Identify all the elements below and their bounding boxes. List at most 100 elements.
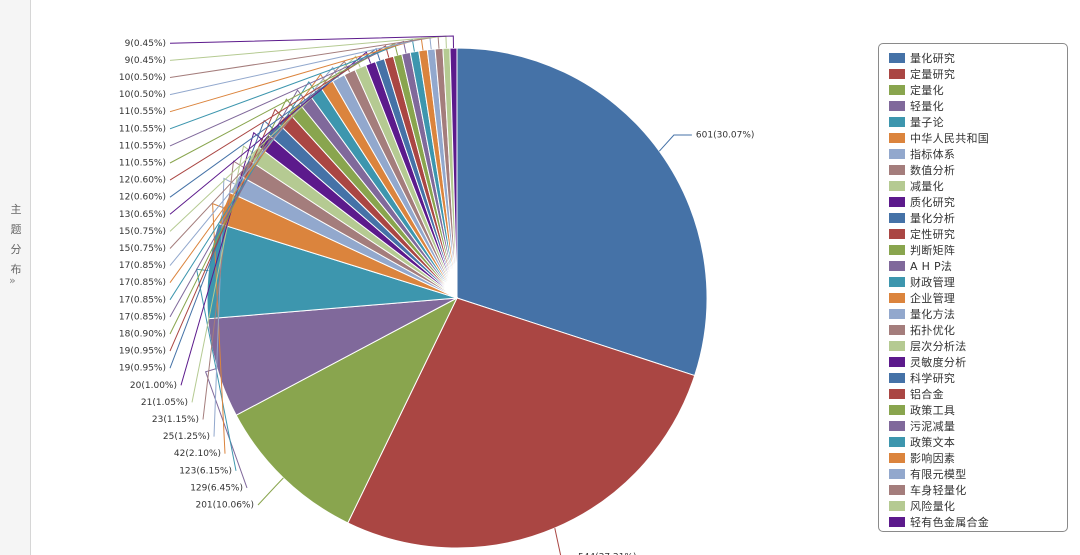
legend-item[interactable]: 污泥减量 — [889, 418, 1067, 434]
slice-connector — [169, 119, 274, 369]
slice-label: 11(0.55%) — [119, 159, 166, 169]
legend-item[interactable]: 轻有色金属合金 — [889, 514, 1067, 530]
slice-label: 17(0.85%) — [119, 312, 166, 322]
legend-label: 层次分析法 — [910, 340, 967, 353]
legend-swatch — [889, 517, 905, 527]
legend-item[interactable]: 层次分析法 — [889, 338, 1067, 354]
legend-swatch — [889, 133, 905, 143]
legend-item[interactable]: 车身轻量化 — [889, 482, 1067, 498]
legend-item[interactable]: 拓扑优化 — [889, 322, 1067, 338]
legend-item[interactable]: 风险量化 — [889, 498, 1067, 514]
legend-item[interactable]: 定性研究 — [889, 226, 1067, 242]
legend-label: 拓扑优化 — [910, 324, 956, 337]
slice-label: 123(6.15%) — [179, 466, 232, 476]
legend-item[interactable]: 质化研究 — [889, 194, 1067, 210]
legend-item[interactable]: 政策文本 — [889, 434, 1067, 450]
legend-label: 有限元模型 — [910, 468, 967, 481]
legend-swatch — [889, 165, 905, 175]
slice-label: 17(0.85%) — [119, 278, 166, 288]
legend-label: 污泥减量 — [910, 420, 956, 433]
legend-item[interactable]: 减量化 — [889, 178, 1067, 194]
legend-label: 定量研究 — [910, 68, 956, 81]
legend-swatch — [889, 213, 905, 223]
legend-item[interactable]: 灵敏度分析 — [889, 354, 1067, 370]
legend-item[interactable]: 数值分析 — [889, 162, 1067, 178]
legend-label: 轻量化 — [910, 100, 944, 113]
legend-label: 量化研究 — [910, 52, 956, 65]
side-title-char: 分 — [10, 243, 22, 256]
legend-label: 轻有色金属合金 — [910, 516, 990, 529]
legend-label: 科学研究 — [910, 372, 956, 385]
slice-connector — [204, 367, 248, 489]
legend-item[interactable]: 影响因素 — [889, 450, 1067, 466]
legend-item[interactable]: 量子论 — [889, 114, 1067, 130]
legend-swatch — [889, 405, 905, 415]
legend-swatch — [889, 245, 905, 255]
side-title-char: 题 — [10, 223, 22, 236]
legend-item[interactable]: 量化分析 — [889, 210, 1067, 226]
legend-item[interactable]: 企业管理 — [889, 290, 1067, 306]
legend-swatch — [889, 53, 905, 63]
slice-connector — [169, 80, 317, 301]
legend-item[interactable]: 科学研究 — [889, 370, 1067, 386]
side-panel: 主 题 分 布 » — [0, 0, 31, 555]
legend-item[interactable]: 定量化 — [889, 82, 1067, 98]
expand-icon[interactable]: » — [9, 274, 16, 287]
legend-item[interactable]: 判断矩阵 — [889, 242, 1067, 258]
slice-label: 10(0.50%) — [119, 73, 166, 83]
legend-label: 量化分析 — [910, 212, 956, 225]
legend-swatch — [889, 229, 905, 239]
legend-swatch — [889, 69, 905, 79]
slice-connector — [169, 108, 284, 352]
side-title-char: 布 — [10, 263, 22, 276]
slice-label: 21(1.05%) — [141, 398, 188, 408]
legend-label: A H P法 — [910, 260, 953, 273]
pie-slice[interactable] — [449, 47, 458, 299]
slice-label: 23(1.15%) — [152, 415, 199, 425]
legend-swatch — [889, 341, 905, 351]
legend-label: 质化研究 — [910, 196, 956, 209]
slice-label: 11(0.55%) — [119, 124, 166, 134]
slice-label: 129(6.45%) — [190, 483, 243, 493]
slice-label: 9(0.45%) — [125, 39, 166, 49]
legend-swatch — [889, 101, 905, 111]
slice-label: 13(0.65%) — [119, 210, 166, 220]
legend-item[interactable]: 轻量化 — [889, 98, 1067, 114]
side-panel-title: 主 题 分 布 — [10, 200, 22, 280]
slice-connector — [554, 527, 562, 555]
legend-label: 数值分析 — [910, 164, 956, 177]
legend-label: 量化方法 — [910, 308, 956, 321]
legend-item[interactable]: 量化研究 — [889, 50, 1067, 66]
legend-item[interactable]: 铝合金 — [889, 386, 1067, 402]
slice-connector — [169, 98, 295, 335]
legend-label: 财政管理 — [910, 276, 956, 289]
pie-slice[interactable] — [235, 296, 459, 524]
legend-swatch — [889, 309, 905, 319]
slice-label: 20(1.00%) — [130, 381, 177, 391]
slice-label: 17(0.85%) — [119, 261, 166, 271]
legend-swatch — [889, 437, 905, 447]
chart-legend: 量化研究定量研究定量化轻量化 量子论中华人民共和国 指标体系数值分析 减量化质化研究量… — [878, 43, 1068, 532]
legend-item[interactable]: 中华人民共和国 — [889, 130, 1067, 146]
slice-connector — [169, 51, 372, 215]
legend-label: 指标体系 — [910, 148, 956, 161]
legend-label: 定量化 — [910, 84, 944, 97]
legend-swatch — [889, 421, 905, 431]
legend-swatch — [889, 293, 905, 303]
legend-item[interactable]: 政策工具 — [889, 402, 1067, 418]
legend-swatch — [889, 325, 905, 335]
slice-connector — [169, 89, 306, 318]
legend-item[interactable]: 财政管理 — [889, 274, 1067, 290]
legend-label: 车身轻量化 — [910, 484, 967, 497]
legend-item[interactable]: 定量研究 — [889, 66, 1067, 82]
legend-item[interactable]: 量化方法 — [889, 306, 1067, 322]
legend-swatch — [889, 373, 905, 383]
legend-swatch — [889, 485, 905, 495]
legend-label: 中华人民共和国 — [910, 132, 990, 145]
legend-item[interactable]: 有限元模型 — [889, 466, 1067, 482]
legend-item[interactable]: A H P法 — [889, 258, 1067, 274]
legend-item[interactable]: 指标体系 — [889, 146, 1067, 162]
legend-label: 企业管理 — [910, 292, 956, 305]
pie-slice[interactable] — [347, 297, 696, 549]
slice-connector — [180, 131, 264, 386]
